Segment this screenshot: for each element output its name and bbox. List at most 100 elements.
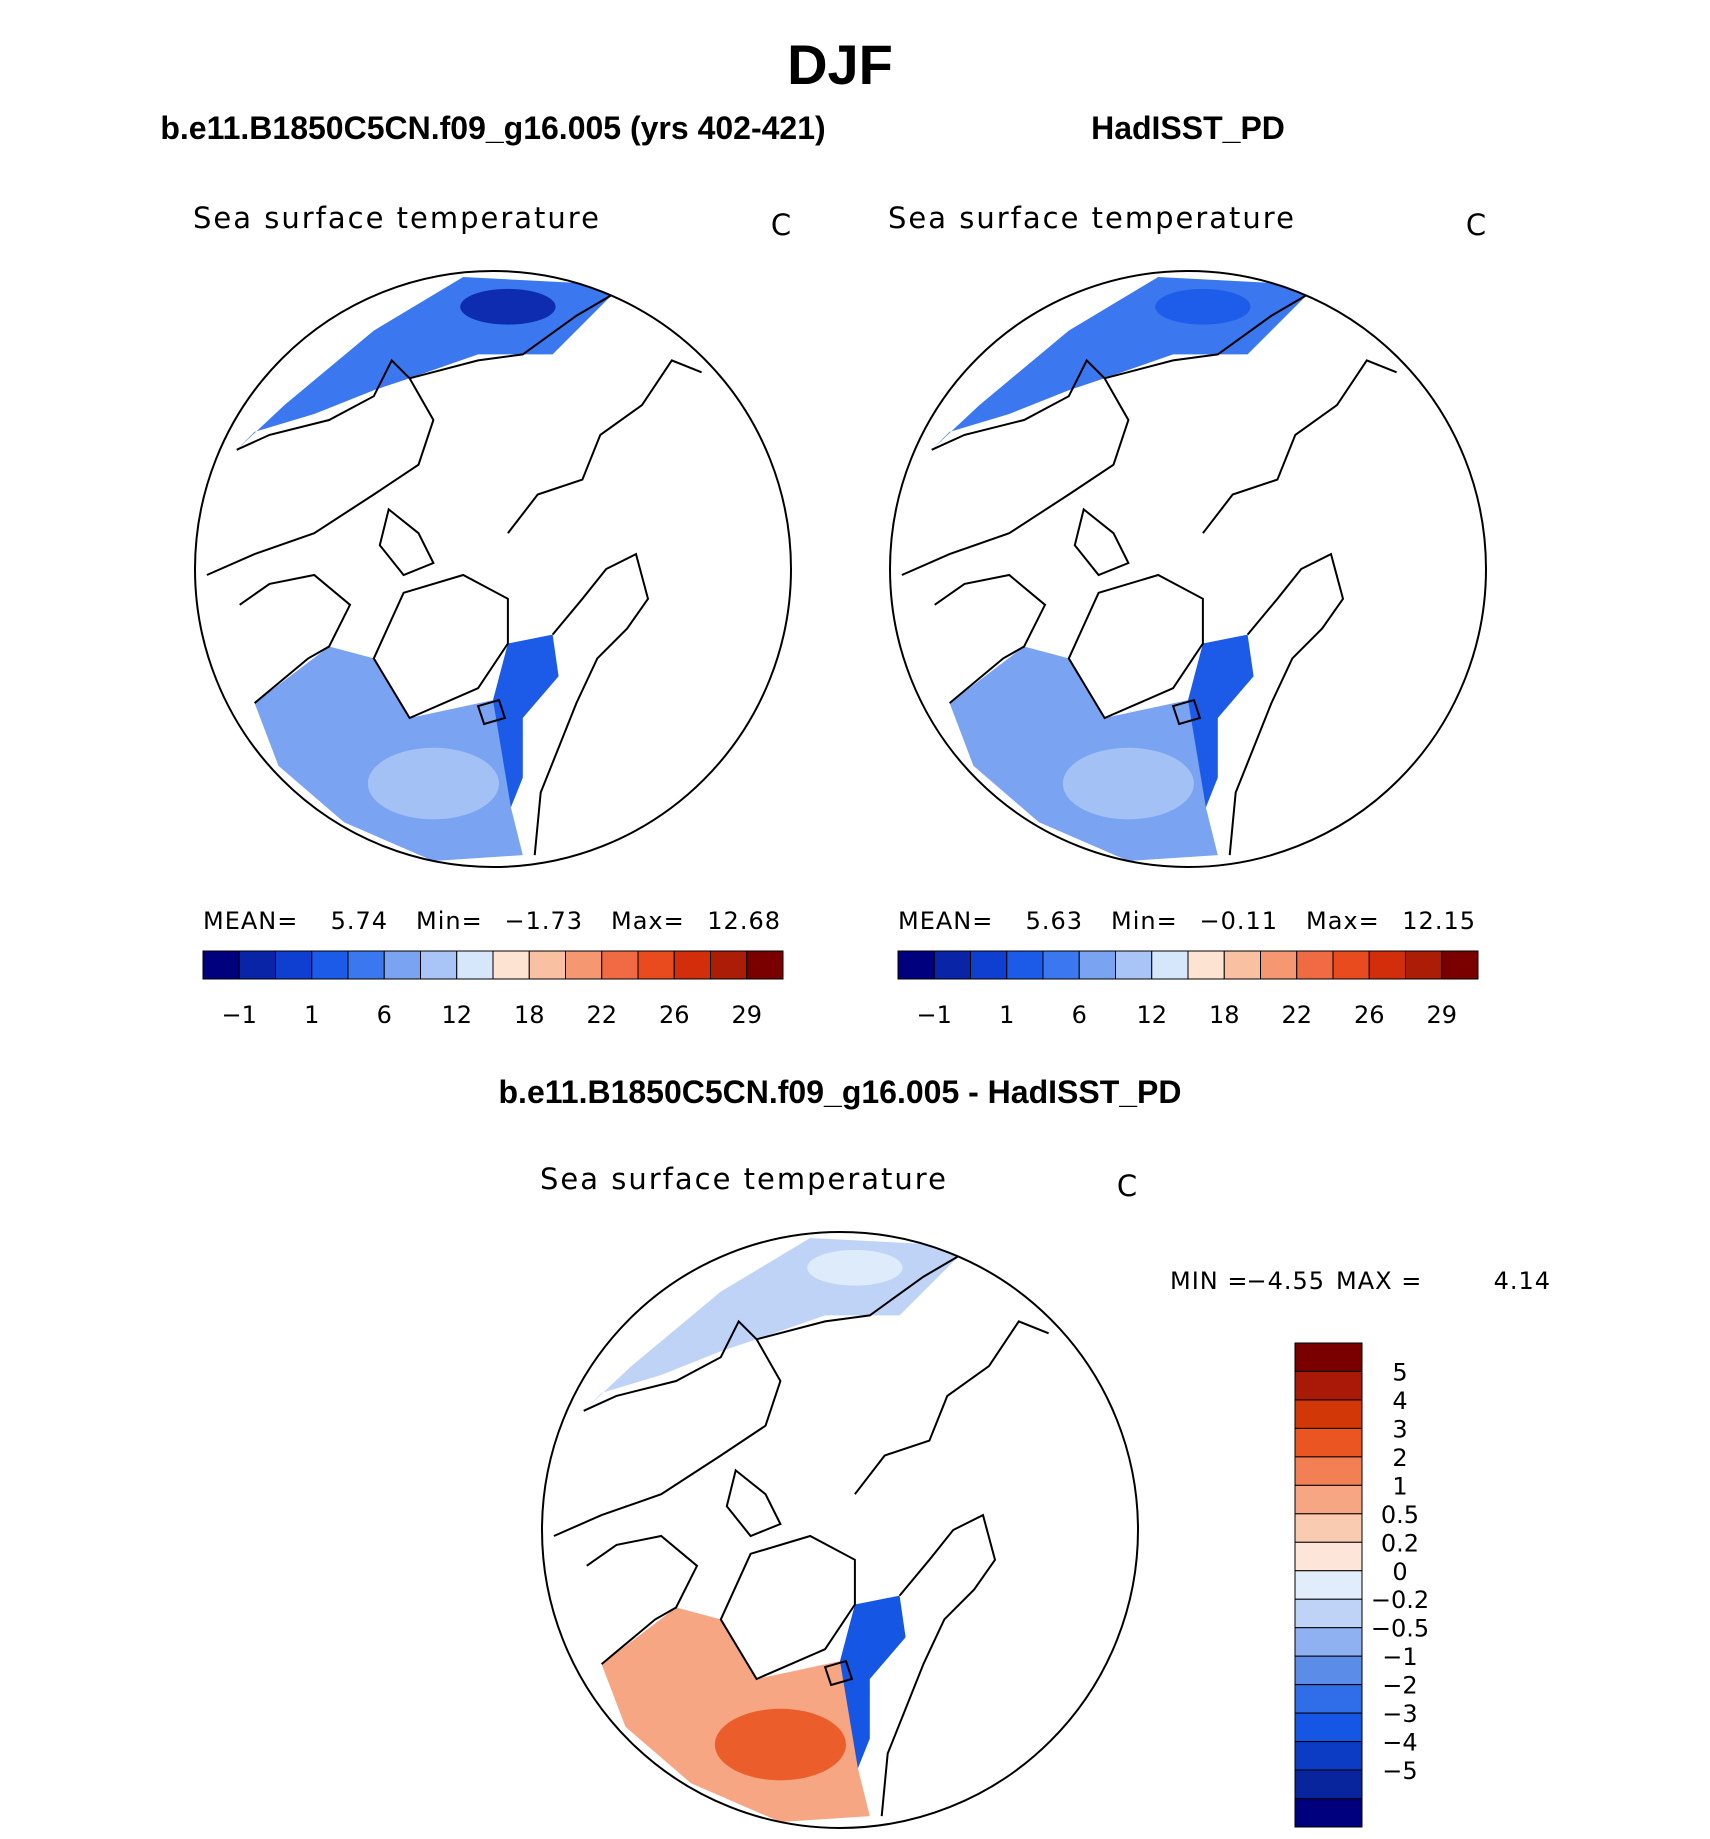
colorbar-swatch: [1078, 950, 1116, 980]
colorbar-tick-label: −3: [1382, 1700, 1417, 1728]
plot-label: Sea surface temperature: [193, 201, 601, 235]
ocean-field-detail: [367, 747, 499, 820]
coastline: [1228, 552, 1345, 856]
colorbar-swatch: [1294, 1741, 1363, 1771]
max-label: Max=: [611, 907, 685, 935]
colorbar-tick-label: 26: [1354, 1001, 1385, 1029]
colorbar-tick-label: −2: [1382, 1672, 1417, 1700]
coastline: [854, 1320, 1049, 1495]
colorbar-tick-label: −0.2: [1371, 1586, 1429, 1614]
colorbar-swatch: [347, 950, 385, 980]
ocean-field-norwegian: [493, 634, 559, 808]
colorbar-swatch: [1115, 950, 1153, 980]
coastline: [1073, 507, 1130, 577]
colorbar-swatch: [1405, 950, 1443, 980]
colorbar-swatch: [1223, 950, 1261, 980]
colorbar-tick-label: 5: [1392, 1358, 1407, 1386]
coastline: [507, 359, 702, 534]
colorbar-swatch: [528, 950, 566, 980]
coastline: [901, 377, 1130, 576]
colorbar-tick-label: 0: [1392, 1558, 1407, 1586]
colorbar-tick-label: 29: [731, 1001, 762, 1029]
panel2-case-title: HadISST_PD: [1091, 110, 1285, 146]
colorbar-tick-label: −1: [222, 1001, 257, 1029]
min-label: MIN =: [1170, 1267, 1248, 1295]
colorbar-swatch: [1294, 1484, 1363, 1515]
colorbar-tick-label: 12: [1136, 1001, 1167, 1029]
coastline: [533, 552, 650, 856]
coastline: [378, 507, 435, 577]
diff-case-title: b.e11.B1850C5CN.f09_g16.005 - HadISST_PD: [499, 1074, 1182, 1110]
colorbar-swatch: [1187, 950, 1225, 980]
colorbar-swatch: [275, 950, 313, 980]
colorbar-swatch: [1294, 1399, 1363, 1429]
colorbar-tick-label: 22: [1281, 1001, 1312, 1029]
coastline: [236, 293, 613, 451]
plot-label: Sea surface temperature: [540, 1162, 948, 1196]
max-value: 4.14: [1494, 1267, 1551, 1295]
coastline: [934, 573, 1047, 704]
colorbar-tick-label: 12: [441, 1001, 472, 1029]
colorbar-swatch: [746, 950, 784, 980]
plot-label: Sea surface temperature: [888, 201, 1296, 235]
colorbar-tick-label: 18: [1209, 1001, 1240, 1029]
coastline: [206, 377, 435, 576]
map-border: [889, 270, 1487, 868]
colorbar-tick-label: 3: [1392, 1415, 1407, 1443]
colorbar-tick-label: −4: [1382, 1729, 1417, 1757]
colorbar-swatch: [202, 950, 240, 980]
units-label: C: [1117, 1169, 1139, 1203]
ocean-field-detail: [714, 1708, 846, 1781]
colorbar-swatch: [492, 950, 530, 980]
coastline: [1067, 573, 1204, 720]
season-title: DJF: [787, 33, 893, 96]
colorbar-swatch: [1296, 950, 1334, 980]
colorbar-swatch: [238, 950, 276, 980]
min-value: −1.73: [504, 907, 583, 935]
coastline: [583, 1254, 960, 1412]
units-label: C: [1466, 208, 1488, 242]
map-border: [541, 1231, 1139, 1829]
panel1-map-plot: Sea surface temperature C MEAN= 5.74 Min= −1.…: [193, 201, 792, 1029]
max-value: 12.68: [707, 907, 781, 935]
colorbar-swatch: [383, 950, 421, 980]
colorbar-tick-label: −5: [1382, 1757, 1417, 1785]
colorbar-swatch: [897, 950, 935, 980]
colorbar-tick-label: 26: [659, 1001, 690, 1029]
colorbar-swatch: [1294, 1513, 1363, 1543]
colorbar-tick-label: 0.5: [1381, 1501, 1419, 1529]
colorbar-tick-label: 1: [304, 1001, 319, 1029]
colorbar-swatch: [1294, 1456, 1363, 1486]
colorbar: −1 1 6 12 18 22 26 29: [202, 950, 784, 1029]
coastline: [239, 573, 352, 704]
min-value: −0.11: [1199, 907, 1278, 935]
colorbar-swatch: [933, 950, 971, 980]
diff-map-plot: Sea surface temperature C MIN =−4.55 MAX = 4…: [540, 1162, 1551, 1829]
colorbar-swatch: [1006, 950, 1044, 980]
colorbar-tick-label: 6: [1072, 1001, 1087, 1029]
ocean-field-detail: [1155, 288, 1251, 325]
colorbar-swatch: [420, 950, 458, 980]
colorbar-swatch: [1260, 950, 1298, 980]
min-label: Min=: [416, 907, 483, 935]
colorbar-swatch: [637, 950, 675, 980]
coastline: [931, 293, 1308, 451]
mean-label: MEAN=: [203, 907, 298, 935]
coastline: [880, 1513, 997, 1817]
colorbar-tick-label: 18: [514, 1001, 545, 1029]
colorbar-swatch: [1294, 1627, 1363, 1657]
colorbar-swatch: [1294, 1598, 1363, 1629]
max-label: Max=: [1306, 907, 1380, 935]
colorbar-tick-label: 22: [586, 1001, 617, 1029]
colorbar-tick-label: 2: [1392, 1444, 1407, 1472]
panel2-map-plot: Sea surface temperature C MEAN= 5.63 Min= −0.…: [888, 201, 1488, 1029]
colorbar-swatch: [1441, 950, 1479, 980]
colorbar-swatch: [1294, 1370, 1363, 1401]
map-border: [194, 270, 792, 868]
panel1-case-title: b.e11.B1850C5CN.f09_g16.005 (yrs 402-421…: [160, 110, 825, 146]
colorbar-swatch: [1151, 950, 1189, 980]
colorbar-tick-label: 6: [377, 1001, 392, 1029]
colorbar-tick-label: −0.5: [1371, 1615, 1429, 1643]
colorbar-swatch: [311, 950, 349, 980]
